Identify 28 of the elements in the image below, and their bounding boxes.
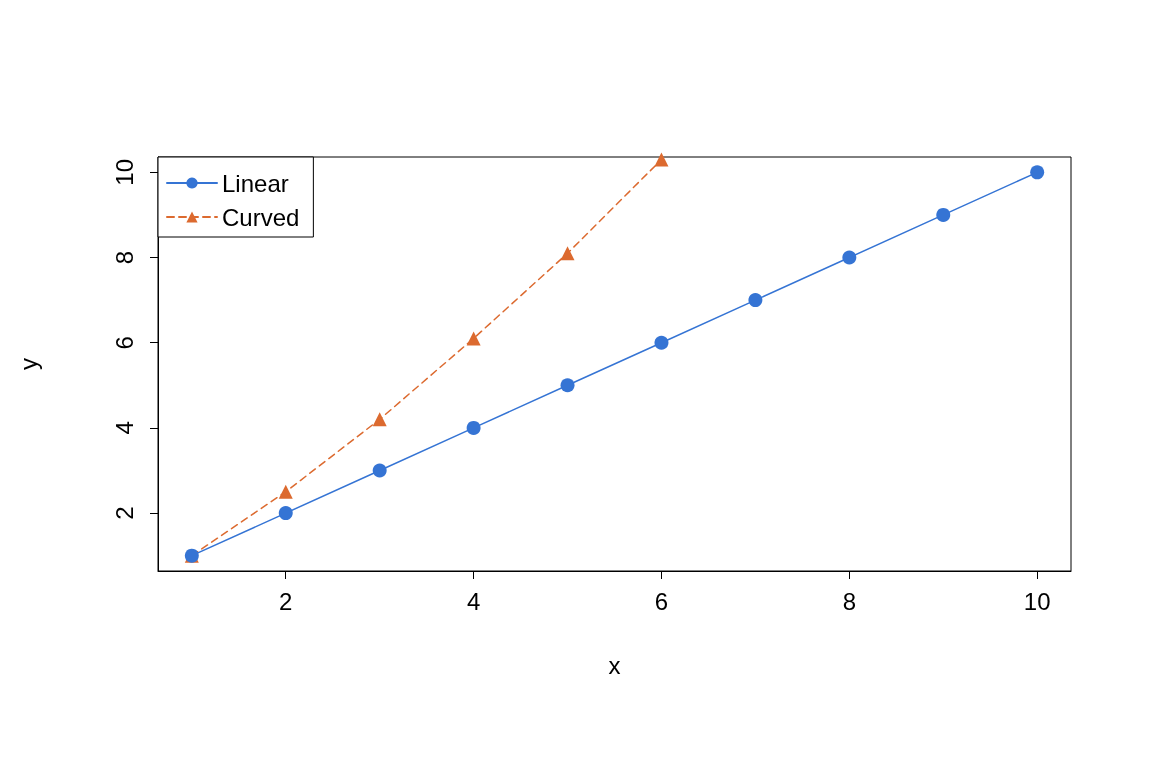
x-tick-label: 10: [1023, 587, 1051, 615]
point: [654, 335, 669, 350]
y-tick-label: 6: [110, 336, 138, 350]
point: [936, 207, 951, 222]
x-tick-label: 2: [279, 587, 293, 615]
point: [1030, 165, 1045, 180]
point: [560, 246, 575, 261]
x-axis-title: x: [608, 651, 621, 679]
point: [560, 378, 575, 393]
y-tick-label: 2: [110, 506, 138, 520]
x-tick-label: 8: [842, 587, 856, 615]
point: [654, 152, 669, 167]
y-tick-label: 8: [110, 250, 138, 265]
y-tick-label: 10: [110, 158, 138, 186]
point: [748, 293, 763, 308]
point: [278, 484, 293, 499]
legend-label: Curved: [222, 203, 300, 231]
point: [842, 250, 857, 265]
point: [372, 463, 387, 478]
point: [466, 420, 481, 435]
y-axis-title: y: [14, 358, 42, 370]
x-tick-label: 6: [654, 587, 669, 615]
point: [372, 412, 387, 427]
point: [278, 506, 293, 521]
legend-label: Linear: [222, 169, 289, 197]
point: [466, 331, 481, 346]
x-tick-label: 4: [466, 587, 481, 615]
y-tick-label: 4: [110, 421, 138, 435]
